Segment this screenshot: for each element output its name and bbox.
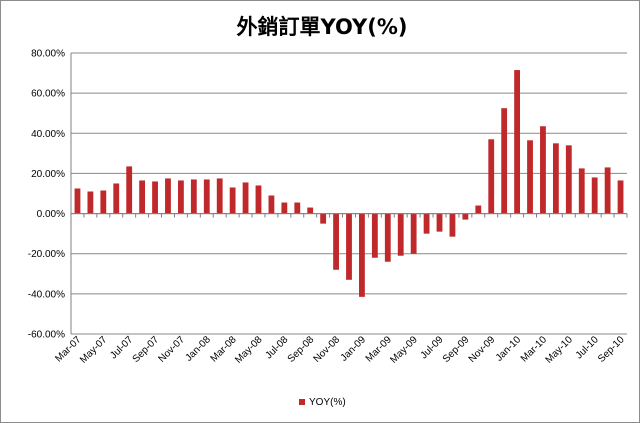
x-tick-label: May-10 — [544, 334, 576, 366]
bar — [190, 179, 197, 214]
bar — [514, 70, 521, 214]
bar — [462, 213, 469, 220]
y-tick-label: 60.00% — [31, 89, 65, 100]
bar — [578, 168, 585, 214]
bar — [397, 213, 404, 256]
y-axis-ticks: 80.00% 60.00% 40.00% 20.00% 0.00% -20.00% -40.… — [28, 49, 65, 341]
legend-label: YOY(%) — [309, 397, 346, 408]
bar — [436, 213, 443, 232]
legend-swatch — [299, 399, 305, 405]
legend: YOY(%) — [299, 397, 346, 408]
bar — [540, 126, 546, 214]
x-tick-label: Sep-10 — [596, 334, 627, 365]
bar — [371, 213, 378, 258]
bar — [488, 139, 495, 214]
bar — [268, 195, 275, 214]
x-tick-label: Sep-07 — [131, 334, 162, 365]
axes — [70, 53, 628, 334]
x-tick-label: Nov-07 — [156, 334, 187, 365]
bar — [87, 191, 94, 214]
bar — [100, 190, 107, 214]
bar — [281, 202, 288, 214]
x-axis-ticks: Mar-07May-07Jul-07Sep-07Nov-07Jan-08Mar-… — [53, 334, 627, 366]
bar — [165, 178, 171, 214]
x-tick-label: Sep-09 — [441, 334, 472, 365]
bar — [307, 207, 314, 214]
bar — [152, 181, 158, 214]
bar — [74, 188, 81, 214]
bar — [229, 187, 236, 214]
y-tick-label: 80.00% — [31, 49, 65, 60]
bar — [242, 182, 249, 214]
bar — [449, 213, 456, 237]
x-tick-label: Jan-08 — [183, 334, 213, 364]
bar — [216, 178, 223, 214]
x-tick-label: May-08 — [233, 334, 265, 366]
y-tick-label: 0.00% — [37, 209, 65, 220]
bar — [139, 180, 146, 214]
bar — [591, 177, 598, 214]
bar — [604, 167, 611, 214]
x-tick-label: Jan-09 — [339, 334, 369, 364]
bar — [617, 180, 624, 214]
bar — [113, 183, 120, 214]
bar — [384, 213, 391, 262]
bar — [320, 213, 327, 224]
x-tick-label: May-07 — [78, 334, 110, 366]
chart-title: 外銷訂單YOY(%) — [236, 15, 407, 39]
x-tick-label: Nov-09 — [467, 334, 498, 365]
bar — [359, 213, 365, 297]
y-tick-label: -60.00% — [28, 330, 65, 341]
x-tick-label: Nov-08 — [312, 334, 343, 365]
bar — [203, 179, 210, 214]
x-tick-label: Sep-08 — [286, 334, 317, 365]
y-tick-label: 20.00% — [31, 169, 65, 180]
x-tick-label: Jan-10 — [494, 334, 524, 364]
bar — [527, 140, 533, 214]
y-tick-label: 40.00% — [31, 129, 65, 140]
bars — [74, 70, 624, 297]
bar — [423, 213, 430, 234]
y-tick-label: -40.00% — [28, 289, 65, 300]
bar — [255, 185, 262, 214]
bar — [565, 145, 572, 214]
y-tick-label: -20.00% — [28, 249, 65, 260]
bar — [294, 202, 301, 214]
bar — [501, 108, 508, 214]
bar — [177, 180, 184, 214]
x-tick-label: May-09 — [388, 334, 420, 366]
bar — [552, 143, 559, 214]
bar — [126, 166, 133, 214]
bar — [333, 213, 339, 270]
bar — [475, 205, 482, 214]
bar — [410, 213, 417, 254]
bar — [346, 213, 352, 280]
